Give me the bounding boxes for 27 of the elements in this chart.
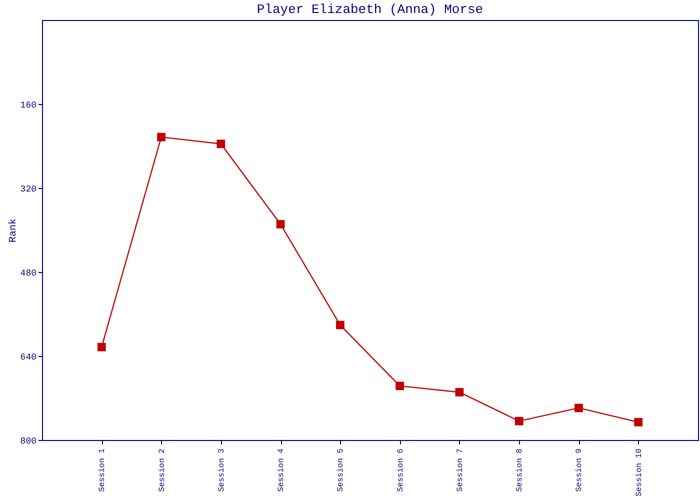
point <box>514 416 524 426</box>
x-tick-label: Session 7 <box>456 448 465 492</box>
y-tick-label: 640 <box>20 352 36 362</box>
point <box>157 132 166 142</box>
x-tick-label: Session 6 <box>396 448 406 492</box>
x-tick-label: Session 3 <box>217 448 226 492</box>
point <box>396 382 404 390</box>
y-tick-label: 480 <box>20 268 36 278</box>
x-tick-label: Session 2 <box>158 448 167 492</box>
x-tick-label: Session 4 <box>277 448 286 492</box>
x-tick-label: Session 1 <box>98 448 108 492</box>
x-tick-label: Session 10 <box>634 448 644 497</box>
point <box>336 320 344 330</box>
point <box>97 342 106 352</box>
y-tick-label: 160 <box>20 100 36 110</box>
point <box>276 220 285 228</box>
point <box>634 418 643 426</box>
chart-title: Player Elizabeth (Anna) Morse <box>256 2 484 17</box>
y-axis-title: Rank <box>7 218 20 243</box>
point <box>574 404 583 412</box>
x-tick-label: Session 9 <box>575 448 584 492</box>
point <box>455 388 464 396</box>
x-tick-label: Session 8 <box>516 448 525 492</box>
point <box>216 140 226 148</box>
y-tick-label: 800 <box>20 436 36 446</box>
y-tick-label: 320 <box>20 184 36 194</box>
x-tick-label: Session 5 <box>336 448 346 492</box>
